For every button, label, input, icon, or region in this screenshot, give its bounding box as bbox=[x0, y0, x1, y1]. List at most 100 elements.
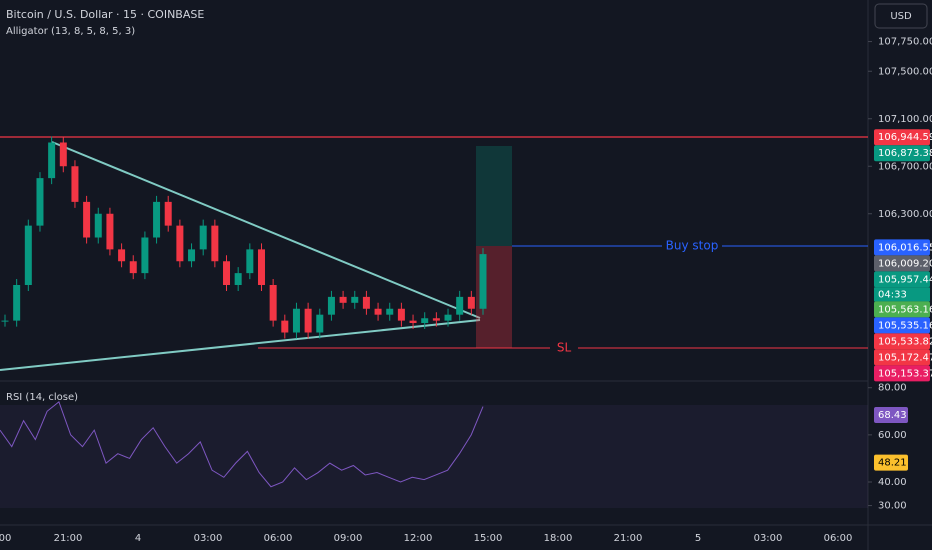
trendline-bottom bbox=[0, 319, 481, 371]
candle bbox=[234, 273, 242, 285]
candle bbox=[246, 249, 254, 274]
candle bbox=[118, 249, 126, 262]
candle bbox=[188, 249, 196, 262]
price-label-box bbox=[874, 129, 930, 146]
price-label: 105,535.16 bbox=[878, 320, 932, 331]
price-label-box bbox=[874, 145, 930, 162]
time-label: 06:00 bbox=[264, 533, 293, 544]
price-label-box bbox=[874, 239, 930, 256]
buy-stop-label: Buy stop bbox=[666, 239, 719, 253]
time-label: 03:00 bbox=[754, 533, 783, 544]
time-label: 15:00 bbox=[474, 533, 503, 544]
price-tick-label: 107,100.00 bbox=[878, 114, 932, 125]
time-label: 06:00 bbox=[824, 533, 853, 544]
candle bbox=[444, 314, 452, 321]
rsi-label: 68.43 bbox=[878, 410, 907, 421]
currency-button[interactable] bbox=[874, 3, 928, 29]
candle bbox=[164, 201, 172, 226]
candle bbox=[36, 178, 44, 226]
price-tick-label: 106,700.00 bbox=[878, 161, 932, 172]
rsi-tick-label: 40.00 bbox=[878, 477, 907, 488]
symbol-title: Bitcoin / U.S. Dollar · 15 · COINBASE bbox=[6, 8, 204, 21]
price-label: 106,873.38 bbox=[878, 148, 932, 159]
price-label-box bbox=[874, 317, 930, 334]
buy-label-bg bbox=[662, 238, 722, 254]
time-label: 21:00 bbox=[54, 533, 83, 544]
time-label: 00 bbox=[0, 533, 11, 544]
candle bbox=[83, 201, 91, 238]
rsi-band bbox=[0, 405, 868, 508]
candle bbox=[129, 261, 137, 274]
time-label: 5 bbox=[695, 533, 701, 544]
candle bbox=[362, 296, 370, 309]
price-label: 105,172.47 bbox=[878, 352, 932, 363]
time-label: 4 bbox=[135, 533, 141, 544]
candle bbox=[281, 320, 289, 333]
price-label: 105,153.37 bbox=[878, 368, 932, 379]
candle bbox=[59, 142, 67, 167]
candle bbox=[269, 285, 277, 321]
candle bbox=[374, 308, 382, 315]
candle bbox=[479, 254, 487, 309]
price-label-box bbox=[874, 255, 930, 272]
price-label-box bbox=[874, 349, 930, 366]
sl-label-bg bbox=[550, 340, 578, 356]
price-tick-label: 106,300.00 bbox=[878, 209, 932, 220]
time-label: 21:00 bbox=[614, 533, 643, 544]
price-label-box bbox=[874, 301, 930, 318]
candle bbox=[409, 320, 417, 323]
currency-label[interactable]: USD bbox=[890, 11, 912, 22]
candle bbox=[71, 166, 79, 202]
rsi-label-box bbox=[874, 454, 908, 471]
candle bbox=[211, 225, 219, 262]
trendline-top bbox=[51, 141, 481, 319]
price-label-box bbox=[874, 271, 930, 288]
sl-label: SL bbox=[557, 341, 572, 355]
candle bbox=[223, 261, 231, 285]
candle bbox=[456, 296, 464, 315]
candle bbox=[106, 213, 114, 250]
target-zone bbox=[476, 146, 512, 246]
time-label: 18:00 bbox=[544, 533, 573, 544]
candle bbox=[24, 225, 32, 285]
rsi-tick-label: 80.00 bbox=[878, 383, 907, 394]
price-tick-label: 107,500.00 bbox=[878, 66, 932, 77]
price-label: 106,009.20 bbox=[878, 258, 932, 269]
candle bbox=[292, 308, 300, 333]
candle bbox=[421, 318, 429, 323]
candle bbox=[327, 296, 335, 315]
candle bbox=[13, 285, 21, 321]
candle bbox=[257, 249, 265, 285]
time-label: 09:00 bbox=[334, 533, 363, 544]
candle bbox=[339, 296, 347, 303]
candle bbox=[351, 296, 359, 303]
rsi-line bbox=[0, 401, 484, 488]
candle bbox=[432, 318, 440, 321]
price-label: 105,563.16 bbox=[878, 304, 932, 315]
price-label: 105,533.82 bbox=[878, 336, 932, 347]
candle bbox=[386, 308, 394, 315]
candle bbox=[176, 225, 184, 262]
candle bbox=[304, 308, 312, 333]
candle bbox=[199, 225, 207, 250]
time-label: 12:00 bbox=[404, 533, 433, 544]
price-tick-label: 107,750.00 bbox=[878, 37, 932, 48]
rsi-tick-label: 60.00 bbox=[878, 430, 907, 441]
indicator-title: Alligator (13, 8, 5, 8, 5, 3) bbox=[6, 26, 135, 37]
rsi-title: RSI (14, close) bbox=[6, 392, 78, 403]
candle bbox=[153, 201, 161, 238]
candle bbox=[48, 142, 56, 179]
candle bbox=[467, 296, 475, 309]
rsi-label: 48.21 bbox=[878, 458, 907, 469]
candle bbox=[1, 320, 9, 322]
rsi-label-box bbox=[874, 406, 908, 423]
candle bbox=[397, 308, 405, 321]
countdown: 04:33 bbox=[878, 289, 907, 300]
candle bbox=[94, 213, 102, 238]
price-label: 106,016.55 bbox=[878, 242, 932, 253]
time-label: 03:00 bbox=[194, 533, 223, 544]
price-label: 105,957.44 bbox=[878, 274, 932, 285]
price-label-box bbox=[874, 365, 930, 382]
